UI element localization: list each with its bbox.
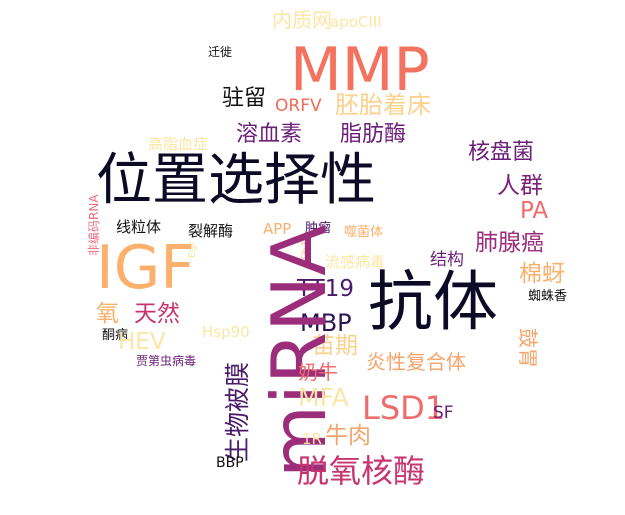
- word-zhifangmei: 脂肪酶: [340, 122, 407, 147]
- word-mfa: MFA: [298, 383, 349, 412]
- word-rongxuesu: 溶血素: [236, 122, 303, 147]
- word-liugan: 流感病毒: [325, 253, 386, 271]
- word-orfv: ORFV: [275, 96, 322, 116]
- word-hepanjun: 核盘菌: [468, 140, 535, 165]
- word-zhongliu: 肿瘤: [305, 221, 332, 236]
- word-niurou: 牛肉: [325, 423, 371, 449]
- word-shijunti: 噬菌体: [344, 225, 384, 240]
- word-bbp: BBP: [216, 455, 244, 471]
- word-mmp: MMP: [290, 35, 430, 105]
- word-tongbing: 酮病: [102, 328, 129, 343]
- word-jiadi: 贾第虫病毒: [136, 354, 197, 368]
- word-nainiu: 奶牛: [298, 360, 338, 384]
- word-boyu: 鼓胃: [516, 328, 540, 368]
- word-renqun: 人群: [497, 173, 543, 199]
- word-tuoyang: 脱氧核酶: [297, 452, 426, 490]
- word-liejiemei: 裂解酶: [188, 222, 234, 240]
- word-shengwu: 生物被膜: [223, 361, 252, 462]
- word-mianya: 棉蚜: [519, 261, 565, 287]
- word-peitai: 胚胎着床: [335, 91, 431, 119]
- word-mbp: MBP: [300, 309, 352, 337]
- word-miaoqi: 苗期: [312, 333, 358, 359]
- word-neizhiwang: 内质网: [272, 8, 332, 32]
- word-pa: PA: [520, 198, 549, 224]
- word-hsp90: Hsp90: [202, 323, 250, 341]
- word-lsd1: LSD1: [362, 389, 446, 427]
- word-qiantu: 迁徙: [208, 45, 233, 59]
- word-tt19: TT19: [297, 276, 354, 302]
- word-zhizhuxiang: 蜘蛛香: [528, 289, 568, 304]
- word-xianliti: 线粒体: [116, 218, 162, 236]
- word-hev: HEV: [118, 329, 166, 355]
- word-zhuliu: 驻留: [222, 86, 267, 111]
- word-app: APP: [263, 220, 292, 238]
- word-sf: SF: [433, 403, 454, 423]
- word-yang: 氧: [96, 301, 119, 327]
- word-apociii: apoCIII: [330, 13, 382, 31]
- word-feixianai: 肺腺癌: [475, 230, 544, 256]
- word-tianran: 天然: [134, 301, 180, 327]
- word-oner: 1R: [302, 430, 322, 448]
- word-gaozhi: 高脂血症: [148, 135, 209, 153]
- word-yanzheng: 炎性复合体: [366, 350, 466, 374]
- word-jiegou: 结构: [430, 250, 464, 270]
- word-weizhi: 位置选择性: [96, 148, 376, 213]
- word-kangti: 抗体: [368, 265, 499, 340]
- word-igf: IGF: [96, 233, 195, 303]
